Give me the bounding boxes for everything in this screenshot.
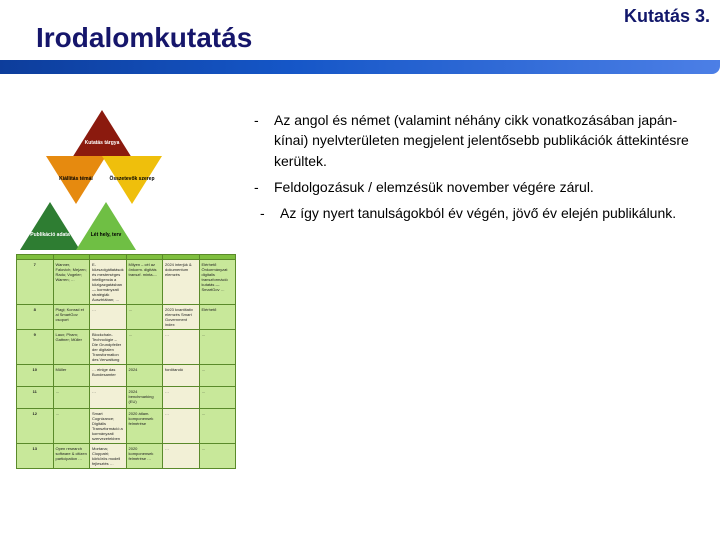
table-cell: E-közszolgáltatások és mesterséges intel…: [90, 260, 127, 305]
content-area: Kutatás tárgya Kiállítás témái Összetevő…: [0, 110, 720, 540]
table-cell: …: [126, 305, 163, 330]
row-index: 10: [17, 365, 54, 387]
table-row: 11……2024 benchmarking (EU)……: [17, 387, 236, 409]
table-cell: …: [163, 330, 200, 365]
table-cell: 2024: [126, 365, 163, 387]
table-cell: …: [53, 409, 90, 444]
bullet-1: -Az angol és német (valamint néhány cikk…: [254, 110, 694, 171]
table-cell: 2020 komponensek felmérése …: [126, 444, 163, 469]
page-title: Irodalomkutatás: [0, 22, 720, 60]
table-cell: …: [163, 387, 200, 409]
table-cell: …: [163, 444, 200, 469]
triangle-diagram: Kutatás tárgya Kiállítás témái Összetevő…: [16, 110, 236, 250]
triangle-components: Összetevők szerep: [102, 156, 162, 204]
table-row: 7Wanner, Falovich; Mejzen; Radu; Vogeler…: [17, 260, 236, 305]
row-index: 13: [17, 444, 54, 469]
triangle-publication: Publikáció adata: [20, 202, 80, 250]
table-cell: Open research software & citizen partici…: [53, 444, 90, 469]
table-cell: …: [90, 387, 127, 409]
table-cell: Elérhető: [199, 305, 236, 330]
table-cell: …: [199, 387, 236, 409]
literature-table: 7Wanner, Falovich; Mejzen; Radu; Vogeler…: [16, 254, 236, 469]
table-cell: Plagi; Konrad et al SmartGov csoport: [53, 305, 90, 330]
table-cell: …: [199, 330, 236, 365]
bullet-2: -Feldolgozásuk / elemzésük november végé…: [254, 177, 694, 197]
table-cell: Smart Cognizance; Digitális Transzformác…: [90, 409, 127, 444]
triangle-themes: Kiállítás témái: [46, 156, 106, 204]
table-cell: 2024 benchmarking (EU): [126, 387, 163, 409]
table-cell: …: [199, 365, 236, 387]
table-cell: 2023 kvantitatív elemzés Smart Governmen…: [163, 305, 200, 330]
triangle-location: Lét hely, terv: [76, 202, 136, 250]
table-row: 10Müller… einige das Bundesamter2024ford…: [17, 365, 236, 387]
table-body: 7Wanner, Falovich; Mejzen; Radu; Vogeler…: [17, 260, 236, 469]
title-underline: [0, 60, 720, 74]
table-cell: Milyen – cél az önkorm. digitáis transzf…: [126, 260, 163, 305]
row-index: 12: [17, 409, 54, 444]
table-cell: …: [199, 409, 236, 444]
table-cell: 2020 átlam. komponensek felmérése: [126, 409, 163, 444]
row-index: 11: [17, 387, 54, 409]
table-cell: 2024 interjúk & dokumentum elemzés: [163, 260, 200, 305]
row-index: 9: [17, 330, 54, 365]
table-row: 8Plagi; Konrad et al SmartGov csoport……2…: [17, 305, 236, 330]
bullet-list: -Az angol és német (valamint néhány cikk…: [254, 110, 694, 223]
table-cell: …: [90, 305, 127, 330]
table-cell: Blockchain-Technológie – Die Grundpfeile…: [90, 330, 127, 365]
table-cell: Müller: [53, 365, 90, 387]
left-column: Kutatás tárgya Kiállítás témái Összetevő…: [16, 110, 246, 532]
table-cell: …: [126, 330, 163, 365]
table-cell: …: [199, 444, 236, 469]
table-cell: fordítandó: [163, 365, 200, 387]
table-cell: Mortana; Cioppatri; körkörös modell fejl…: [90, 444, 127, 469]
table-cell: … einige das Bundesamter: [90, 365, 127, 387]
table-cell: Laux; Pham; Gattner; Müller: [53, 330, 90, 365]
row-index: 8: [17, 305, 54, 330]
table-cell: …: [53, 387, 90, 409]
table-row: 9Laux; Pham; Gattner; MüllerBlockchain-T…: [17, 330, 236, 365]
row-index: 7: [17, 260, 54, 305]
triangle-research-subject: Kutatás tárgya: [72, 110, 132, 158]
bullet-3: - Az így nyert tanulságokból év végén, j…: [254, 203, 694, 223]
table-cell: …: [163, 409, 200, 444]
table-row: 13Open research software & citizen parti…: [17, 444, 236, 469]
title-block: Irodalomkutatás: [0, 22, 720, 74]
table-row: 12…Smart Cognizance; Digitális Transzfor…: [17, 409, 236, 444]
slide: Kutatás 3. Irodalomkutatás Kutatás tárgy…: [0, 0, 720, 540]
table-cell: Wanner, Falovich; Mejzen; Radu; Vogeler;…: [53, 260, 90, 305]
table-cell: Elérhető Önkormányzat digitalis transzfo…: [199, 260, 236, 305]
right-column: -Az angol és német (valamint néhány cikk…: [254, 110, 712, 532]
